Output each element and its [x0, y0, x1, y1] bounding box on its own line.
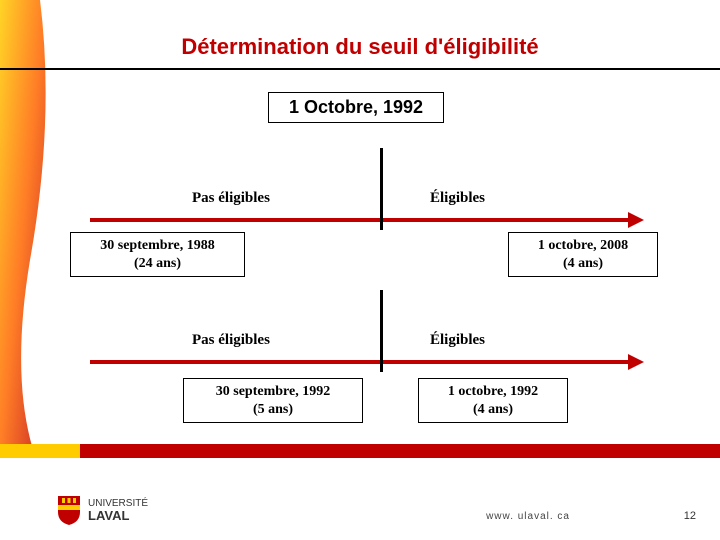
- shield-icon: [56, 494, 82, 526]
- date-line: 1 octobre, 1992: [429, 383, 557, 401]
- title-underline: [0, 68, 720, 70]
- date-box-right: 1 octobre, 1992(4 ans): [418, 378, 568, 423]
- pas-eligibles-label: Pas éligibles: [192, 190, 270, 207]
- age-line: (4 ans): [429, 401, 557, 419]
- date-line: 1 octobre, 2008: [519, 237, 647, 255]
- timeline-1: [90, 218, 630, 222]
- arrow-icon: [628, 212, 644, 228]
- logo-line2: LAVAL: [88, 509, 148, 522]
- page-number: 12: [684, 510, 696, 522]
- slide: Détermination du seuil d'éligibilité 1 O…: [0, 0, 720, 540]
- timeline-divider: [380, 290, 383, 372]
- age-line: (24 ans): [81, 255, 234, 273]
- age-line: (5 ans): [194, 401, 352, 419]
- logo-text: UNIVERSITÉ LAVAL: [88, 499, 148, 522]
- logo-line1: UNIVERSITÉ: [88, 499, 148, 509]
- timeline-2: [90, 360, 630, 364]
- cutoff-date-box: 1 Octobre, 1992: [268, 92, 444, 123]
- pas-eligibles-label: Pas éligibles: [192, 332, 270, 349]
- eligibles-label: Éligibles: [430, 190, 485, 207]
- arrow-icon: [628, 354, 644, 370]
- date-line: 30 septembre, 1988: [81, 237, 234, 255]
- left-gradient-decoration: [0, 0, 60, 540]
- footer-url: www. ulaval. ca: [486, 511, 570, 522]
- date-box-left: 30 septembre, 1988(24 ans): [70, 232, 245, 277]
- date-box-right: 1 octobre, 2008(4 ans): [508, 232, 658, 277]
- date-line: 30 septembre, 1992: [194, 383, 352, 401]
- eligibles-label: Éligibles: [430, 332, 485, 349]
- age-line: (4 ans): [519, 255, 647, 273]
- university-logo: UNIVERSITÉ LAVAL: [56, 494, 148, 526]
- footer-color-bar: [0, 444, 720, 458]
- slide-title: Détermination du seuil d'éligibilité: [0, 34, 720, 60]
- timeline-divider: [380, 148, 383, 230]
- date-box-left: 30 septembre, 1992(5 ans): [183, 378, 363, 423]
